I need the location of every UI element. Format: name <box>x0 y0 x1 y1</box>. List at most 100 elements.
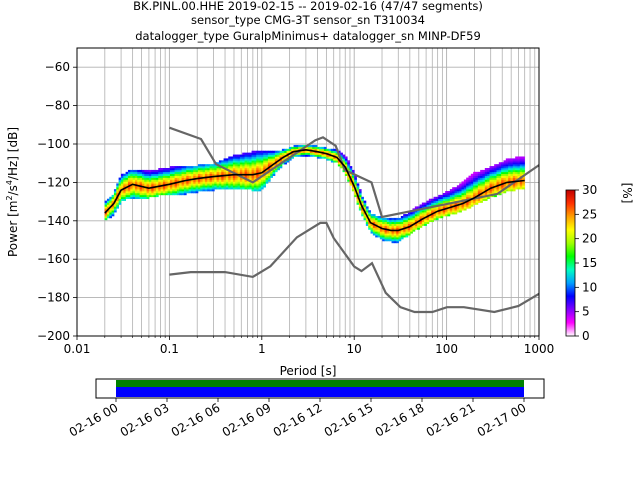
histogram-cell <box>468 185 472 188</box>
histogram-cell <box>288 150 292 153</box>
histogram-cell <box>209 166 213 169</box>
histogram-cell <box>389 233 392 236</box>
histogram-cell <box>228 171 231 175</box>
histogram-cell <box>461 191 465 194</box>
histogram-cell <box>391 219 395 223</box>
histogram-cell <box>193 173 196 176</box>
histogram-cell <box>237 171 241 175</box>
histogram-cell <box>491 179 495 182</box>
histogram-cell <box>244 171 248 175</box>
histogram-cell <box>232 160 236 163</box>
histogram-cell <box>442 210 446 213</box>
histogram-cell <box>162 179 166 182</box>
histogram-cell <box>412 214 416 217</box>
histogram-cell <box>475 202 479 205</box>
histogram-cell <box>106 204 110 207</box>
histogram-cell <box>440 200 444 203</box>
histogram-cell <box>244 162 248 165</box>
histogram-cell <box>354 179 357 182</box>
histogram-cell <box>396 235 399 238</box>
histogram-cell <box>253 154 257 157</box>
histogram-cell <box>482 196 486 200</box>
histogram-cell <box>183 175 187 178</box>
histogram-cell <box>272 171 276 175</box>
histogram-cell <box>370 227 374 230</box>
histogram-cell <box>216 171 220 175</box>
histogram-cell <box>463 187 467 190</box>
timeline-tick-label: 02-17 00 <box>475 400 529 439</box>
histogram-cell <box>202 168 206 171</box>
histogram-cell <box>277 150 280 153</box>
histogram-cell <box>141 181 145 184</box>
histogram-cell <box>461 185 465 188</box>
histogram-cell <box>260 152 264 155</box>
histogram-cell <box>491 169 495 173</box>
histogram-cell <box>132 187 136 190</box>
histogram-cell <box>130 177 134 180</box>
histogram-cell <box>256 175 259 178</box>
histogram-cell <box>244 168 248 171</box>
histogram-cell <box>351 185 355 188</box>
histogram-cell <box>162 169 166 173</box>
histogram-cell <box>459 191 462 194</box>
histogram-cell <box>172 191 175 194</box>
histogram-cell <box>452 212 455 215</box>
histogram-cell <box>426 204 430 207</box>
histogram-cell <box>244 152 248 155</box>
histogram-cell <box>242 158 245 161</box>
histogram-cell <box>244 154 248 157</box>
histogram-cell <box>428 210 432 213</box>
histogram-cell <box>193 187 196 190</box>
histogram-cell <box>260 160 264 163</box>
histogram-cell <box>386 225 390 228</box>
histogram-cell <box>169 185 173 188</box>
histogram-cell <box>363 208 367 211</box>
histogram-cell <box>286 148 290 152</box>
histogram-cell <box>144 181 148 184</box>
histogram-cell <box>400 231 404 234</box>
histogram-cell <box>391 221 395 224</box>
histogram-cell <box>104 214 108 217</box>
histogram-cell <box>351 175 355 178</box>
histogram-cell <box>365 223 369 226</box>
histogram-cell <box>375 229 378 232</box>
histogram-cell <box>288 148 292 152</box>
histogram-cell <box>242 185 245 188</box>
histogram-cell <box>363 202 367 205</box>
timeline-tick-label: 02-16 03 <box>118 400 172 439</box>
histogram-cell <box>183 168 187 171</box>
histogram-cell <box>424 219 427 223</box>
histogram-cell <box>477 179 481 182</box>
histogram-cell <box>347 179 350 182</box>
timeline-tick-label: 02-16 06 <box>169 400 223 439</box>
histogram-cell <box>431 210 434 213</box>
histogram-cell <box>169 173 173 176</box>
histogram-cell <box>162 171 166 175</box>
histogram-cell <box>480 191 483 194</box>
histogram-cell <box>323 150 327 153</box>
histogram-cell <box>179 192 182 196</box>
histogram-cell <box>267 179 271 182</box>
histogram-cell <box>167 191 171 194</box>
histogram-cell <box>162 168 166 171</box>
histogram-cell <box>330 158 334 161</box>
histogram-cell <box>232 164 236 167</box>
histogram-cell <box>270 162 273 165</box>
histogram-cell <box>197 181 201 184</box>
histogram-cell <box>172 187 175 190</box>
histogram-cell <box>111 208 115 211</box>
histogram-cell <box>118 187 122 190</box>
histogram-cell <box>412 217 416 221</box>
histogram-cell <box>141 169 145 173</box>
histogram-cell <box>104 202 108 205</box>
histogram-cell <box>459 192 462 196</box>
histogram-cell <box>368 221 371 224</box>
histogram-cell <box>307 144 311 148</box>
histogram-cell <box>417 214 420 217</box>
histogram-cell <box>146 192 150 196</box>
histogram-cell <box>344 158 348 161</box>
histogram-cell <box>496 189 500 192</box>
histogram-cell <box>235 175 238 178</box>
histogram-cell <box>470 189 474 192</box>
